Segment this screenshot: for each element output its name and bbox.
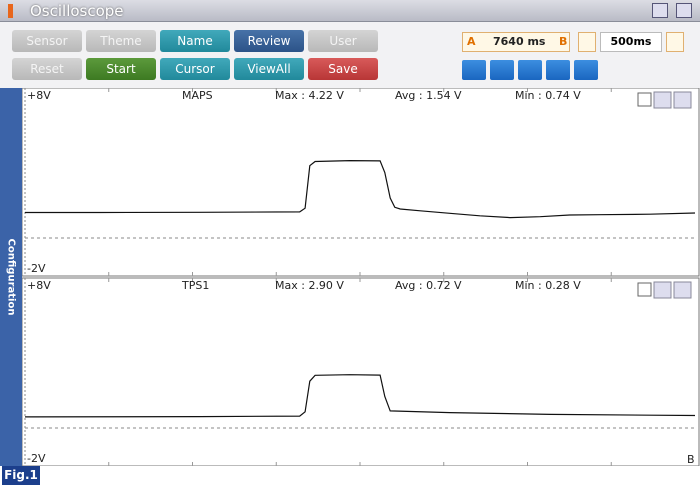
cursor-box: A 7640 ms B — [462, 32, 570, 52]
menu-button[interactable] — [676, 3, 692, 18]
toolbar-button[interactable]: Cursor — [160, 58, 230, 80]
toolbar-button[interactable]: ViewAll — [234, 58, 304, 80]
plot-area: +8V -2V MAPS Max : 4.22 V Avg : 1.54 V Min : … — [22, 88, 700, 466]
zoom-button[interactable] — [653, 281, 672, 299]
waveform — [24, 374, 696, 418]
cursor-time: 7640 ms — [493, 35, 546, 48]
transport-button[interactable] — [462, 60, 486, 80]
figure-label: Fig.1 — [2, 466, 40, 485]
min-value: Min : 0.28 V — [515, 279, 581, 292]
side-tab-label: Configuration — [5, 238, 17, 316]
scale-bottom: -2V — [27, 452, 46, 465]
title-icon — [8, 4, 13, 18]
max-value: Max : 4.22 V — [275, 89, 344, 102]
step-left[interactable] — [578, 32, 596, 52]
cursor-a[interactable]: A — [467, 35, 476, 48]
transport-button[interactable] — [490, 60, 514, 80]
window-title: Oscilloscope — [30, 2, 124, 20]
time-div-box: 500ms — [600, 32, 662, 52]
transport-button[interactable] — [518, 60, 542, 80]
zoom-button[interactable] — [653, 91, 672, 109]
transport-button[interactable] — [574, 60, 598, 80]
max-value: Max : 2.90 V — [275, 279, 344, 292]
transport-button[interactable] — [546, 60, 570, 80]
channel-name: MAPS — [182, 89, 213, 102]
scale-top: +8V — [27, 89, 51, 102]
channel-panel — [22, 277, 700, 466]
end-marker: B — [687, 453, 695, 466]
toolbar-button[interactable]: Review — [234, 30, 304, 52]
cursor-b[interactable]: B — [559, 35, 568, 48]
select-box[interactable] — [637, 92, 652, 107]
toolbar: Sensor Reset Theme Start Name Cursor Review Vie… — [0, 22, 700, 88]
toolbar-button[interactable]: Sensor — [12, 30, 82, 52]
toolbar-button[interactable]: Start — [86, 58, 156, 80]
close-button[interactable] — [673, 91, 692, 109]
select-box[interactable] — [637, 282, 652, 297]
step-right[interactable] — [666, 32, 684, 52]
close-button[interactable] — [673, 281, 692, 299]
min-value: Min : 0.74 V — [515, 89, 581, 102]
avg-value: Avg : 0.72 V — [395, 279, 462, 292]
title-bar: Oscilloscope — [0, 0, 700, 22]
toolbar-button[interactable]: Theme — [86, 30, 156, 52]
side-tab[interactable]: Configuration — [0, 88, 22, 466]
channel-panel — [22, 88, 700, 277]
avg-value: Avg : 1.54 V — [395, 89, 462, 102]
toolbar-button[interactable]: User Setting — [308, 30, 378, 70]
window-button[interactable] — [652, 3, 668, 18]
scale-bottom: -2V — [27, 262, 46, 275]
scale-top: +8V — [27, 279, 51, 292]
waveform — [25, 159, 696, 219]
toolbar-button[interactable]: Name — [160, 30, 230, 52]
channel-name: TPS1 — [181, 279, 209, 292]
toolbar-button[interactable]: Reset — [12, 58, 82, 80]
toolbar-button[interactable]: Save — [308, 58, 378, 80]
